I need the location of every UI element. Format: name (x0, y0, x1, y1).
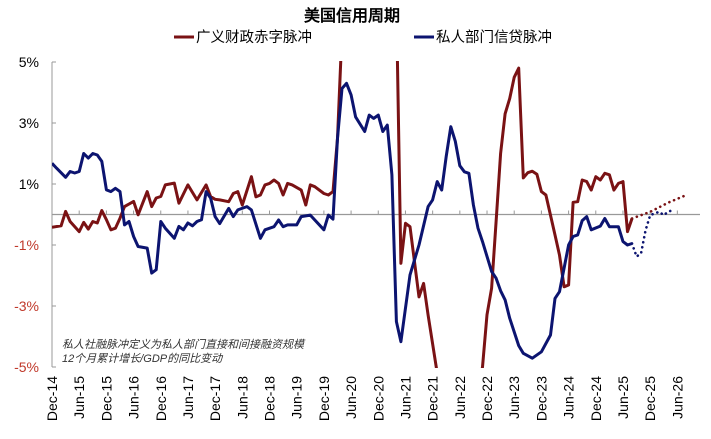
legend: 广义财政赤字脉冲 私人部门信贷脉冲 (174, 29, 552, 46)
x-tick-label: Jun-15 (71, 376, 87, 419)
x-tick-label: Dec-18 (262, 376, 278, 421)
x-tick-label: Dec-17 (207, 376, 223, 421)
fiscal-deficit-pulse-line (52, 61, 634, 368)
x-tick-label: Jun-23 (506, 376, 522, 419)
y-tick-label: -1% (14, 237, 39, 253)
axes: 5% 3% 1% -1% -3% -5% Dec-14 Jun-15 Dec-15 Jun-16 D… (14, 54, 700, 421)
x-tick-label: Dec-19 (316, 376, 332, 421)
y-tick-label: 3% (19, 115, 39, 131)
x-tick-label: Jun-25 (615, 376, 631, 419)
x-tick-label: Jun-26 (669, 376, 685, 419)
y-tick-label: 5% (19, 54, 39, 70)
x-tick-label: Jun-20 (343, 376, 359, 419)
x-tick-label: Dec-14 (44, 376, 60, 421)
x-tick-label: Jun-24 (561, 376, 577, 419)
x-tick-label: Dec-23 (533, 376, 549, 421)
private-credit-pulse-forecast-line (630, 208, 675, 259)
annotation-line-2: 12个月累计增长/GDP的同比变动 (62, 352, 224, 365)
x-tick-label: Dec-16 (153, 376, 169, 421)
x-tick-label: Dec-15 (98, 376, 114, 421)
x-tick-label: Jun-16 (126, 376, 142, 419)
x-tick-label: Dec-20 (370, 376, 386, 421)
y-tick-label: 1% (19, 176, 39, 192)
private-credit-pulse-line (52, 81, 633, 360)
x-tick-label: Dec-25 (642, 376, 658, 421)
legend-label-private-credit: 私人部门信贷脉冲 (436, 29, 552, 46)
legend-label-fiscal: 广义财政赤字脉冲 (196, 29, 312, 46)
x-tick-label: Jun-21 (397, 376, 413, 419)
y-tick-label: -3% (14, 298, 39, 314)
fiscal-deficit-pulse-forecast-line (630, 193, 688, 220)
x-tick-label: Dec-21 (425, 376, 441, 421)
x-tick-label: Jun-18 (234, 376, 250, 419)
x-tick-label: Jun-19 (289, 376, 305, 419)
annotation: 私人社融脉冲定义为私人部门直接和间接融资规模 12个月累计增长/GDP的同比变动 (62, 338, 306, 365)
annotation-line-1: 私人社融脉冲定义为私人部门直接和间接融资规模 (62, 338, 306, 351)
x-tick-label: Jun-22 (452, 376, 468, 419)
y-tick-label: -5% (14, 359, 39, 375)
x-tick-label: Dec-22 (479, 376, 495, 421)
x-tick-label: Jun-17 (180, 376, 196, 419)
series-lines (52, 61, 688, 368)
x-tick-label: Dec-24 (588, 376, 604, 421)
chart-title: 美国信用周期 (304, 6, 400, 25)
